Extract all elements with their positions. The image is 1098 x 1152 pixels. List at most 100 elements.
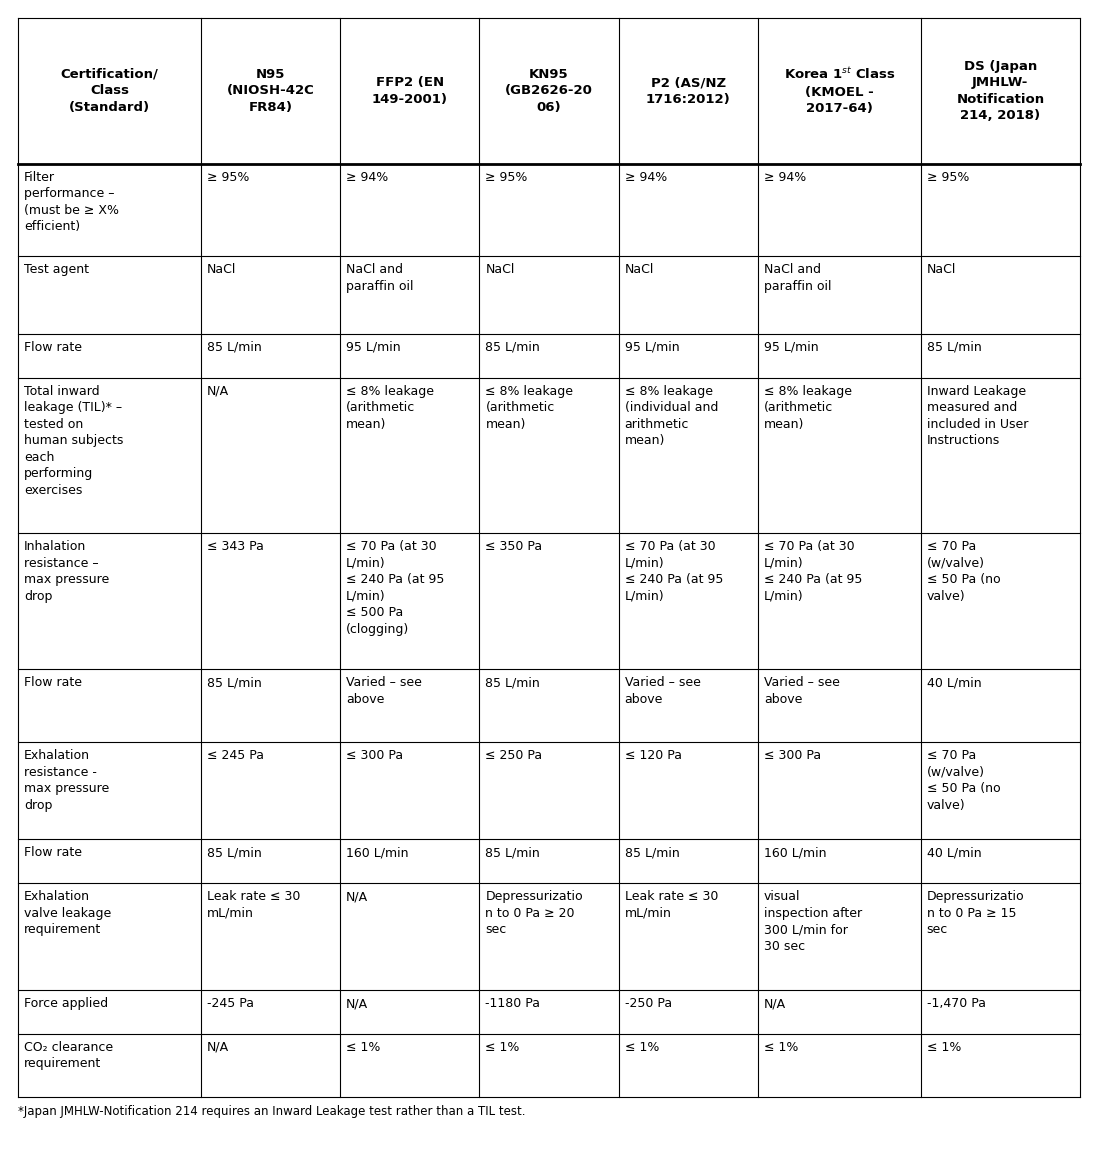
- Text: -245 Pa: -245 Pa: [206, 998, 254, 1010]
- Bar: [480, 18, 618, 164]
- Text: ≤ 8% leakage
(arithmetic
mean): ≤ 8% leakage (arithmetic mean): [346, 385, 434, 431]
- Text: Varied – see
above: Varied – see above: [346, 676, 422, 706]
- Text: 85 L/min: 85 L/min: [927, 341, 982, 354]
- Text: 85 L/min: 85 L/min: [206, 676, 261, 689]
- Text: 95 L/min: 95 L/min: [625, 341, 680, 354]
- Text: -1180 Pa: -1180 Pa: [485, 998, 540, 1010]
- Text: Leak rate ≤ 30
mL/min: Leak rate ≤ 30 mL/min: [206, 890, 300, 919]
- Text: Certification/
Class
(Standard): Certification/ Class (Standard): [60, 68, 158, 114]
- Text: ≥ 94%: ≥ 94%: [764, 170, 806, 184]
- Text: Depressurizatio
n to 0 Pa ≥ 15
sec: Depressurizatio n to 0 Pa ≥ 15 sec: [927, 890, 1024, 937]
- Text: ≤ 245 Pa: ≤ 245 Pa: [206, 749, 264, 763]
- Text: Varied – see
above: Varied – see above: [625, 676, 701, 706]
- Text: Korea 1$^{st}$ Class
(KMOEL -
2017-64): Korea 1$^{st}$ Class (KMOEL - 2017-64): [784, 67, 895, 115]
- Bar: [18, 164, 1080, 256]
- Text: ≥ 94%: ≥ 94%: [346, 170, 389, 184]
- Bar: [18, 18, 201, 164]
- Text: ≤ 1%: ≤ 1%: [764, 1040, 798, 1054]
- Bar: [18, 990, 1080, 1033]
- Text: Depressurizatio
n to 0 Pa ≥ 20
sec: Depressurizatio n to 0 Pa ≥ 20 sec: [485, 890, 583, 937]
- Bar: [18, 256, 1080, 334]
- Text: ≤ 8% leakage
(arithmetic
mean): ≤ 8% leakage (arithmetic mean): [485, 385, 573, 431]
- Text: ≤ 8% leakage
(individual and
arithmetic
mean): ≤ 8% leakage (individual and arithmetic …: [625, 385, 718, 447]
- Bar: [758, 18, 921, 164]
- Bar: [18, 884, 1080, 990]
- Text: N/A: N/A: [346, 998, 368, 1010]
- Text: 40 L/min: 40 L/min: [927, 676, 982, 689]
- Text: Flow rate: Flow rate: [24, 847, 82, 859]
- Text: ≤ 350 Pa: ≤ 350 Pa: [485, 540, 542, 553]
- Text: Inward Leakage
measured and
included in User
Instructions: Inward Leakage measured and included in …: [927, 385, 1028, 447]
- Text: N/A: N/A: [346, 890, 368, 903]
- Text: ≤ 70 Pa (at 30
L/min)
≤ 240 Pa (at 95
L/min): ≤ 70 Pa (at 30 L/min) ≤ 240 Pa (at 95 L/…: [625, 540, 722, 602]
- Text: Total inward
leakage (TIL)* –
tested on
human subjects
each
performing
exercises: Total inward leakage (TIL)* – tested on …: [24, 385, 123, 497]
- Bar: [201, 18, 340, 164]
- Text: ≥ 95%: ≥ 95%: [927, 170, 970, 184]
- Bar: [921, 18, 1080, 164]
- Bar: [18, 669, 1080, 742]
- Text: -1,470 Pa: -1,470 Pa: [927, 998, 986, 1010]
- Text: 95 L/min: 95 L/min: [764, 341, 818, 354]
- Text: ≤ 120 Pa: ≤ 120 Pa: [625, 749, 682, 763]
- Text: FFP2 (EN
149-2001): FFP2 (EN 149-2001): [372, 76, 448, 106]
- Text: Exhalation
resistance -
max pressure
drop: Exhalation resistance - max pressure dro…: [24, 749, 109, 812]
- Text: -250 Pa: -250 Pa: [625, 998, 672, 1010]
- Text: ≤ 8% leakage
(arithmetic
mean): ≤ 8% leakage (arithmetic mean): [764, 385, 852, 431]
- Bar: [340, 18, 480, 164]
- Text: Test agent: Test agent: [24, 263, 89, 276]
- Text: 160 L/min: 160 L/min: [346, 847, 408, 859]
- Text: NaCl and
paraffin oil: NaCl and paraffin oil: [346, 263, 414, 293]
- Text: ≤ 250 Pa: ≤ 250 Pa: [485, 749, 542, 763]
- Text: ≤ 343 Pa: ≤ 343 Pa: [206, 540, 264, 553]
- Text: 85 L/min: 85 L/min: [206, 341, 261, 354]
- Text: visual
inspection after
300 L/min for
30 sec: visual inspection after 300 L/min for 30…: [764, 890, 862, 953]
- Text: 95 L/min: 95 L/min: [346, 341, 401, 354]
- Text: P2 (AS/NZ
1716:2012): P2 (AS/NZ 1716:2012): [646, 76, 730, 106]
- Text: Varied – see
above: Varied – see above: [764, 676, 840, 706]
- Text: 85 L/min: 85 L/min: [485, 341, 540, 354]
- Text: ≤ 1%: ≤ 1%: [927, 1040, 961, 1054]
- Text: 85 L/min: 85 L/min: [206, 847, 261, 859]
- Text: Flow rate: Flow rate: [24, 676, 82, 689]
- Text: NaCl: NaCl: [625, 263, 654, 276]
- Text: ≥ 95%: ≥ 95%: [206, 170, 249, 184]
- Text: ≤ 70 Pa
(w/valve)
≤ 50 Pa (no
valve): ≤ 70 Pa (w/valve) ≤ 50 Pa (no valve): [927, 540, 1000, 602]
- Text: NaCl: NaCl: [206, 263, 236, 276]
- Text: ≤ 1%: ≤ 1%: [346, 1040, 381, 1054]
- Text: ≤ 70 Pa (at 30
L/min)
≤ 240 Pa (at 95
L/min)
≤ 500 Pa
(clogging): ≤ 70 Pa (at 30 L/min) ≤ 240 Pa (at 95 L/…: [346, 540, 445, 636]
- Text: ≤ 70 Pa
(w/valve)
≤ 50 Pa (no
valve): ≤ 70 Pa (w/valve) ≤ 50 Pa (no valve): [927, 749, 1000, 812]
- Bar: [18, 1033, 1080, 1097]
- Text: ≤ 1%: ≤ 1%: [485, 1040, 519, 1054]
- Text: ≤ 300 Pa: ≤ 300 Pa: [764, 749, 821, 763]
- Text: NaCl and
paraffin oil: NaCl and paraffin oil: [764, 263, 831, 293]
- Text: N/A: N/A: [206, 1040, 229, 1054]
- Text: Flow rate: Flow rate: [24, 341, 82, 354]
- Text: ≥ 95%: ≥ 95%: [485, 170, 528, 184]
- Bar: [618, 18, 758, 164]
- Text: NaCl: NaCl: [927, 263, 956, 276]
- Text: Inhalation
resistance –
max pressure
drop: Inhalation resistance – max pressure dro…: [24, 540, 109, 602]
- Text: ≤ 1%: ≤ 1%: [625, 1040, 659, 1054]
- Text: ≤ 70 Pa (at 30
L/min)
≤ 240 Pa (at 95
L/min): ≤ 70 Pa (at 30 L/min) ≤ 240 Pa (at 95 L/…: [764, 540, 862, 602]
- Bar: [18, 742, 1080, 840]
- Text: *Japan JMHLW-Notification 214 requires an Inward Leakage test rather than a TIL : *Japan JMHLW-Notification 214 requires a…: [18, 1105, 526, 1117]
- Bar: [18, 840, 1080, 884]
- Text: ≤ 300 Pa: ≤ 300 Pa: [346, 749, 403, 763]
- Text: Filter
performance –
(must be ≥ X%
efficient): Filter performance – (must be ≥ X% effic…: [24, 170, 119, 234]
- Text: N/A: N/A: [764, 998, 786, 1010]
- Text: 85 L/min: 85 L/min: [625, 847, 680, 859]
- Bar: [18, 334, 1080, 378]
- Text: 85 L/min: 85 L/min: [485, 676, 540, 689]
- Text: Exhalation
valve leakage
requirement: Exhalation valve leakage requirement: [24, 890, 111, 937]
- Text: N/A: N/A: [206, 385, 229, 397]
- Text: ≥ 94%: ≥ 94%: [625, 170, 666, 184]
- Text: Force applied: Force applied: [24, 998, 108, 1010]
- Text: 40 L/min: 40 L/min: [927, 847, 982, 859]
- Text: NaCl: NaCl: [485, 263, 515, 276]
- Text: 85 L/min: 85 L/min: [485, 847, 540, 859]
- Bar: [18, 533, 1080, 669]
- Text: N95
(NIOSH-42C
FR84): N95 (NIOSH-42C FR84): [226, 68, 314, 114]
- Text: KN95
(GB2626-20
06): KN95 (GB2626-20 06): [505, 68, 593, 114]
- Text: DS (Japan
JMHLW-
Notification
214, 2018): DS (Japan JMHLW- Notification 214, 2018): [956, 60, 1044, 122]
- Text: Leak rate ≤ 30
mL/min: Leak rate ≤ 30 mL/min: [625, 890, 718, 919]
